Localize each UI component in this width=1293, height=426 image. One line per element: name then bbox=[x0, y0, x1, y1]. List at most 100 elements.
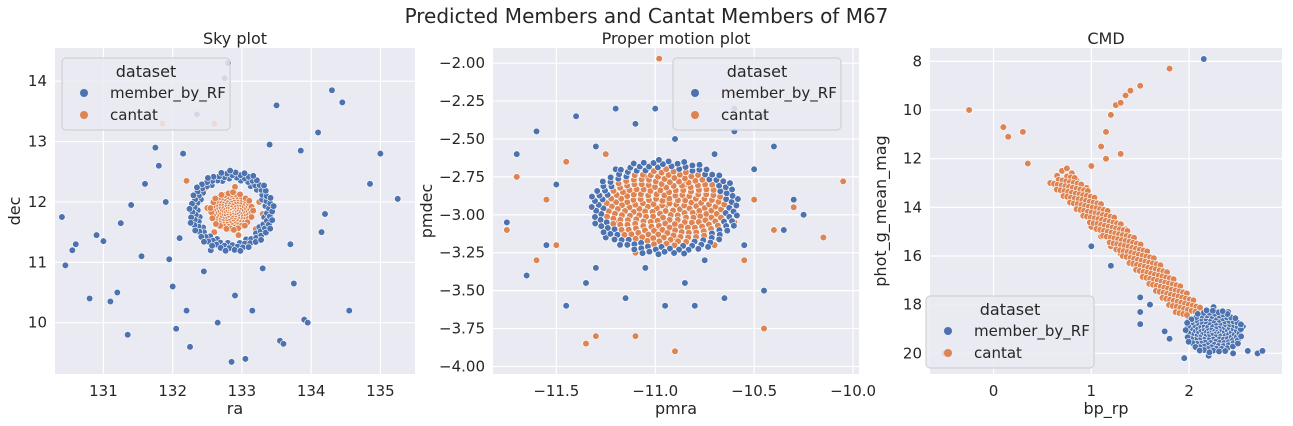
point-cantat bbox=[552, 241, 560, 249]
point-member-by-RF bbox=[286, 240, 294, 248]
cluster-point bbox=[670, 249, 678, 257]
cluster-point bbox=[1196, 303, 1204, 312]
point-cantat bbox=[503, 226, 511, 234]
point-member-by-RF bbox=[321, 210, 329, 218]
point-member-by-RF bbox=[503, 218, 511, 226]
cluster-point bbox=[1237, 332, 1245, 340]
y-tick-label: −2.00 bbox=[439, 54, 485, 72]
point-cantat bbox=[671, 347, 679, 355]
point-member-by-RF bbox=[304, 319, 312, 327]
point-member-by-RF bbox=[68, 246, 76, 254]
point-member-by-RF bbox=[701, 256, 709, 264]
legend-title: dataset bbox=[980, 300, 1041, 319]
legend-title: dataset bbox=[727, 62, 788, 81]
legend-marker bbox=[944, 327, 952, 335]
point-member-by-RF bbox=[523, 271, 531, 280]
point-member-by-RF bbox=[297, 147, 305, 155]
point-cantat bbox=[1087, 162, 1095, 170]
point-member-by-RF bbox=[740, 241, 748, 249]
point-member-by-RF bbox=[266, 140, 274, 149]
cluster-point bbox=[1194, 310, 1202, 318]
legend-box bbox=[925, 295, 1095, 369]
point-cantat bbox=[750, 196, 758, 204]
cluster-point bbox=[1215, 347, 1223, 355]
point-cantat bbox=[631, 332, 640, 340]
point-member-by-RF bbox=[582, 279, 590, 287]
x-tick-label: 0 bbox=[989, 382, 999, 400]
point-cantat bbox=[1024, 159, 1032, 168]
cluster-point bbox=[645, 248, 654, 256]
y-tick-label: 12 bbox=[903, 150, 922, 168]
point-member-by-RF bbox=[214, 319, 222, 327]
point-member-by-RF bbox=[259, 264, 267, 272]
cluster-point bbox=[640, 159, 648, 167]
point-member-by-RF bbox=[279, 340, 288, 348]
x-tick-label: 133 bbox=[228, 382, 257, 400]
legend-box bbox=[61, 57, 231, 131]
y-tick-label: −3.75 bbox=[439, 320, 485, 338]
y-axis-label: phot_g_mean_mag bbox=[871, 135, 891, 286]
point-cantat bbox=[234, 231, 243, 239]
point-cantat bbox=[182, 177, 191, 185]
legend-marker bbox=[944, 349, 952, 357]
cluster-point bbox=[702, 165, 711, 174]
point-member-by-RF bbox=[394, 195, 402, 203]
x-tick-label: −11.5 bbox=[533, 382, 579, 400]
cluster-point bbox=[260, 181, 268, 190]
point-member-by-RF bbox=[562, 302, 570, 310]
cluster-point bbox=[658, 226, 666, 234]
cluster-point bbox=[722, 183, 730, 191]
cluster-point bbox=[688, 161, 696, 170]
cluster-point bbox=[704, 243, 712, 251]
cluster-point bbox=[1202, 306, 1211, 314]
point-member-by-RF bbox=[72, 240, 80, 248]
point-member-by-RF bbox=[532, 127, 541, 135]
x-tick-label: −10.0 bbox=[830, 382, 876, 400]
point-cantat bbox=[760, 324, 768, 333]
y-tick-label: −3.50 bbox=[439, 282, 485, 300]
point-member-by-RF bbox=[651, 105, 659, 113]
point-member-by-RF bbox=[172, 325, 180, 333]
point-cantat bbox=[1165, 65, 1174, 73]
point-cantat bbox=[602, 150, 610, 158]
point-member-by-RF bbox=[86, 294, 94, 303]
point-member-by-RF bbox=[770, 142, 778, 151]
point-member-by-RF bbox=[106, 297, 114, 306]
cluster-point bbox=[245, 243, 253, 251]
point-member-by-RF bbox=[141, 180, 149, 188]
point-member-by-RF bbox=[1087, 242, 1095, 250]
cluster-point bbox=[217, 191, 226, 199]
x-tick-label: 132 bbox=[158, 382, 187, 400]
cluster-point bbox=[715, 171, 723, 179]
cluster-point bbox=[217, 169, 225, 177]
cluster-point bbox=[719, 177, 727, 185]
point-cantat bbox=[513, 173, 521, 181]
legend-entry: member_by_RF bbox=[721, 84, 837, 103]
cluster-point bbox=[240, 169, 249, 177]
point-cantat bbox=[1097, 142, 1105, 151]
point-member-by-RF bbox=[169, 282, 177, 291]
cluster-point bbox=[708, 170, 716, 179]
point-member-by-RF bbox=[621, 294, 630, 302]
point-member-by-RF bbox=[750, 165, 758, 173]
point-member-by-RF bbox=[542, 241, 551, 249]
point-member-by-RF bbox=[155, 162, 163, 170]
cluster-point bbox=[200, 238, 208, 246]
cluster-point bbox=[1182, 326, 1190, 334]
cluster-point bbox=[204, 174, 212, 182]
cluster-point bbox=[665, 157, 673, 165]
point-member-by-RF bbox=[661, 302, 669, 310]
y-tick-label: −2.75 bbox=[439, 168, 485, 186]
point-member-by-RF bbox=[1146, 301, 1154, 309]
point-member-by-RF bbox=[1161, 327, 1169, 336]
legend-title: dataset bbox=[116, 62, 177, 81]
cluster-point bbox=[266, 194, 275, 202]
point-member-by-RF bbox=[1244, 347, 1252, 355]
y-tick-label: −2.50 bbox=[439, 130, 485, 148]
y-axis-label: pmdec bbox=[417, 184, 436, 239]
point-member-by-RF bbox=[376, 150, 384, 158]
x-tick-label: 131 bbox=[89, 382, 118, 400]
cluster-point bbox=[654, 250, 663, 258]
point-member-by-RF bbox=[780, 226, 788, 234]
cluster-point bbox=[680, 158, 688, 166]
